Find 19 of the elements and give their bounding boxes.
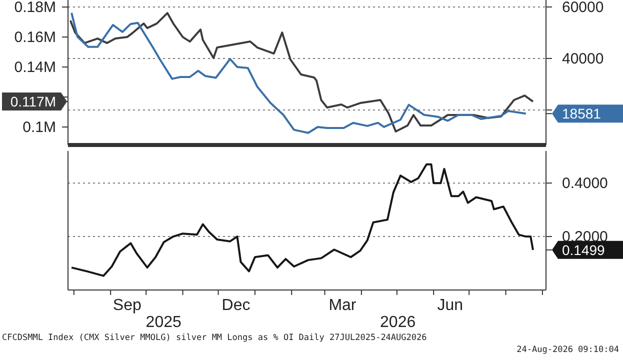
y-tick-label: 0.14M <box>14 59 56 76</box>
line-series <box>70 163 534 277</box>
y2-tick-label: 0.1499 <box>562 242 606 258</box>
text: 2025 <box>146 314 182 332</box>
x-tick-label: Sep <box>112 297 142 314</box>
text: 2026 <box>380 314 416 332</box>
y-tick-label: 0.1M <box>22 119 56 136</box>
y2-tick-label: 60000 <box>562 0 604 16</box>
x-tick-label: Jun <box>437 297 464 314</box>
text: 24-Aug-2026 09:10:04 <box>516 344 620 356</box>
y2-tick-label: 40000 <box>562 50 604 68</box>
y-tick-label: 0.16M <box>14 29 56 46</box>
y-tick-label: 0.117M <box>10 94 56 110</box>
y-tick-label: 0.18M <box>14 0 56 16</box>
x-tick-label: Mar <box>328 297 357 314</box>
y2-tick-label: 0.4000 <box>562 175 608 192</box>
y2-tick-label: 18581 <box>562 106 602 122</box>
x-tick-label: Dec <box>222 297 250 314</box>
text: CFCDSMML Index (CMX Silver MMOLG) silver MM Longs as % OI Daily 27JUL2025-24AUG2026 <box>1 332 428 344</box>
